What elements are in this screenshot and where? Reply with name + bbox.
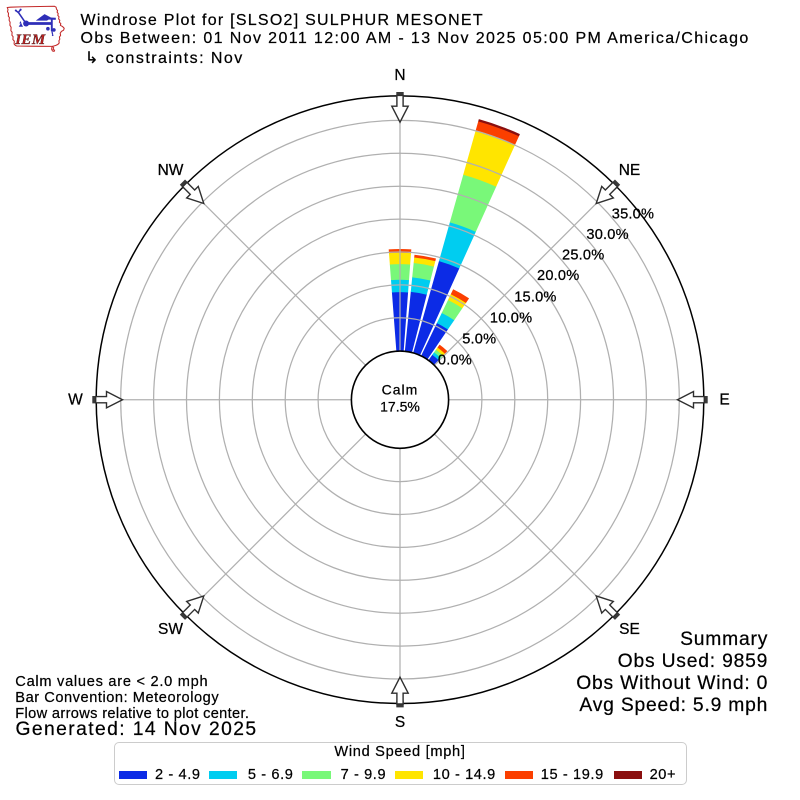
- svg-text:0.0%: 0.0%: [438, 353, 472, 369]
- svg-text:IEM: IEM: [14, 32, 46, 48]
- svg-text:E: E: [719, 391, 729, 408]
- svg-text:N: N: [394, 67, 405, 84]
- svg-text:25.0%: 25.0%: [562, 248, 604, 264]
- svg-text:30.0%: 30.0%: [586, 227, 628, 243]
- svg-text:35.0%: 35.0%: [612, 206, 654, 222]
- svg-text:W: W: [68, 391, 83, 408]
- svg-text:S: S: [395, 714, 405, 731]
- svg-text:NW: NW: [158, 162, 184, 179]
- svg-text:Calm: Calm: [382, 382, 419, 398]
- svg-text:10.0%: 10.0%: [490, 310, 532, 326]
- svg-text:SE: SE: [619, 621, 640, 638]
- svg-text:15.0%: 15.0%: [514, 289, 556, 305]
- svg-text:NE: NE: [619, 162, 641, 179]
- svg-text:20.0%: 20.0%: [537, 268, 579, 284]
- svg-text:17.5%: 17.5%: [380, 399, 420, 415]
- svg-text:SW: SW: [158, 621, 183, 638]
- svg-text:5.0%: 5.0%: [462, 332, 496, 348]
